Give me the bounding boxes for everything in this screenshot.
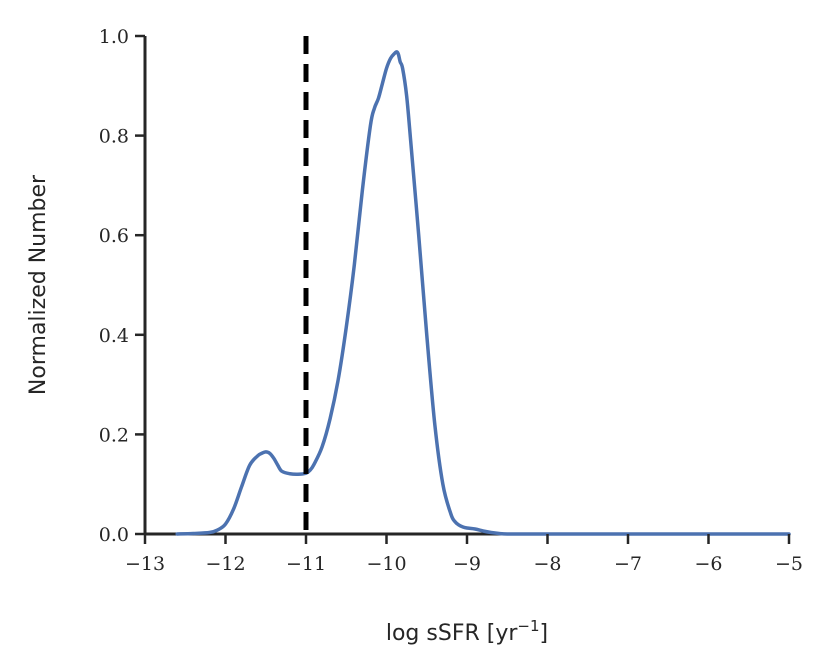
y-axis-label: Normalized Number bbox=[26, 174, 51, 395]
x-tick-label: −8 bbox=[533, 553, 561, 575]
x-tick-label: −5 bbox=[775, 553, 803, 575]
y-tick-label: 1.0 bbox=[99, 26, 129, 48]
x-axis-label: log sSFR [yr−1] bbox=[386, 617, 548, 646]
y-tick-label: 0.6 bbox=[99, 225, 129, 247]
distribution-line bbox=[175, 50, 791, 536]
series-group bbox=[175, 50, 791, 536]
x-tick-label: −11 bbox=[286, 553, 326, 575]
x-tick-label: −12 bbox=[205, 553, 245, 575]
x-tick-label: −7 bbox=[614, 553, 642, 575]
x-tick-label: −9 bbox=[453, 553, 481, 575]
tick-group: −13 −12 −11 −10 −9 −8 −7 −6 −5 0.0 0.2 0.4 0.6 0.8 1.0 bbox=[99, 26, 803, 575]
y-tick-label: 0.4 bbox=[99, 325, 129, 347]
x-tick-label: −10 bbox=[366, 553, 406, 575]
x-tick-label: −13 bbox=[125, 553, 165, 575]
y-tick-label: 0.8 bbox=[99, 126, 129, 148]
y-tick-label: 0.2 bbox=[99, 424, 129, 446]
axes bbox=[143, 36, 790, 536]
y-tick-label: 0.0 bbox=[99, 524, 129, 546]
x-tick-label: −6 bbox=[694, 553, 722, 575]
